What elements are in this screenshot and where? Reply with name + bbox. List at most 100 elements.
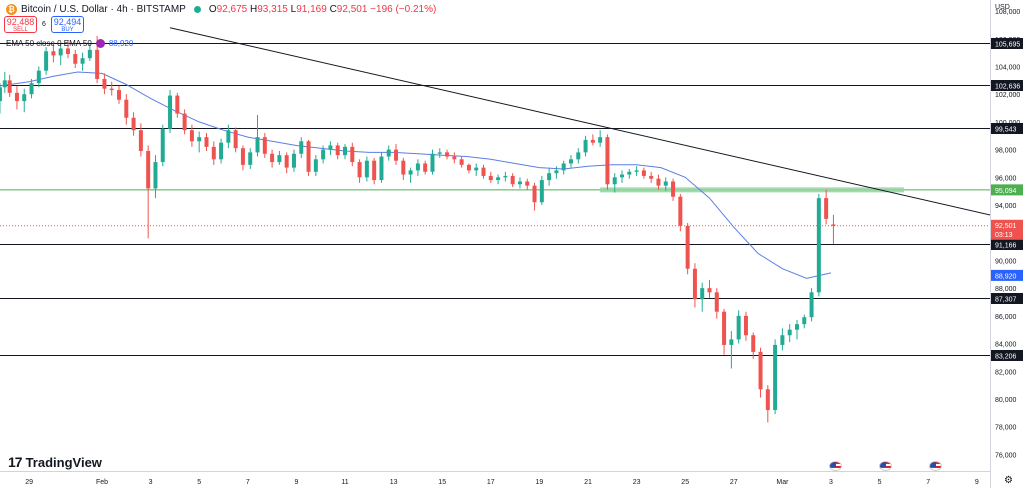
candle[interactable] — [153, 155, 158, 199]
candle[interactable] — [547, 167, 552, 186]
us-event-flag-icon[interactable] — [879, 461, 892, 471]
candle[interactable] — [372, 157, 377, 185]
us-event-flag-icon[interactable] — [829, 461, 842, 471]
candle[interactable] — [729, 331, 734, 369]
buy-button[interactable]: 92,494 BUY — [51, 16, 84, 33]
candle[interactable] — [394, 144, 399, 165]
candle[interactable] — [138, 123, 143, 157]
candle[interactable] — [656, 174, 661, 190]
candle[interactable] — [474, 163, 479, 176]
candle[interactable] — [182, 109, 187, 135]
candle[interactable] — [29, 78, 34, 99]
candle[interactable] — [343, 144, 347, 160]
candle[interactable] — [605, 134, 610, 190]
candle[interactable] — [175, 92, 180, 118]
candle[interactable] — [22, 88, 27, 113]
candle[interactable] — [824, 189, 829, 225]
symbol-title[interactable]: Bitcoin / U.S. Dollar · 4h · BITSTAMP — [21, 3, 186, 15]
candle[interactable] — [233, 127, 238, 153]
candle[interactable] — [2, 72, 7, 93]
candle[interactable] — [335, 142, 340, 160]
candle[interactable] — [226, 124, 231, 149]
candle[interactable] — [211, 141, 216, 165]
candle[interactable] — [525, 178, 530, 190]
gear-icon[interactable]: ⚙ — [1004, 475, 1013, 486]
candle[interactable] — [663, 177, 668, 192]
candle[interactable] — [80, 52, 85, 71]
candle[interactable] — [73, 49, 78, 68]
candle[interactable] — [255, 114, 260, 157]
candle[interactable] — [124, 94, 129, 125]
candle[interactable] — [306, 139, 311, 176]
candle[interactable] — [700, 282, 705, 312]
time-axis[interactable] — [0, 471, 990, 488]
candle[interactable] — [277, 150, 282, 165]
candle[interactable] — [561, 160, 566, 175]
candle[interactable] — [437, 148, 442, 158]
candle[interactable] — [568, 155, 573, 168]
candle[interactable] — [248, 148, 253, 170]
candle[interactable] — [743, 311, 748, 341]
candle[interactable] — [102, 73, 107, 95]
candle[interactable] — [517, 177, 522, 189]
candle[interactable] — [109, 81, 114, 96]
currency-label[interactable]: USD — [995, 4, 1010, 11]
candle[interactable] — [423, 160, 428, 175]
candle[interactable] — [780, 328, 785, 351]
candle[interactable] — [87, 44, 92, 61]
candle[interactable] — [51, 42, 56, 63]
candle[interactable] — [722, 308, 727, 355]
candle[interactable] — [532, 182, 537, 211]
candle[interactable] — [481, 164, 486, 179]
candle[interactable] — [634, 166, 639, 176]
candle[interactable] — [65, 40, 70, 59]
candle[interactable] — [168, 90, 173, 133]
candle[interactable] — [14, 85, 19, 110]
candle[interactable] — [452, 152, 457, 164]
candle[interactable] — [539, 175, 544, 206]
candle[interactable] — [328, 141, 333, 156]
candle[interactable] — [707, 279, 712, 298]
candle[interactable] — [816, 193, 821, 297]
candle[interactable] — [401, 157, 406, 181]
candle[interactable] — [284, 152, 289, 174]
candle[interactable] — [751, 332, 756, 359]
candle[interactable] — [459, 156, 464, 168]
candle[interactable] — [0, 83, 2, 114]
candle[interactable] — [219, 138, 224, 164]
candle[interactable] — [160, 124, 165, 167]
candle[interactable] — [117, 85, 122, 104]
ema-legend[interactable]: EMA 50 close 0 EMA 50 88,920 — [6, 39, 133, 48]
candle[interactable] — [496, 174, 501, 185]
candle[interactable] — [641, 167, 646, 179]
candle[interactable] — [357, 159, 362, 183]
candle[interactable] — [773, 339, 778, 415]
candle[interactable] — [350, 142, 355, 167]
candle[interactable] — [576, 148, 581, 164]
candle[interactable] — [58, 44, 63, 66]
candle[interactable] — [189, 124, 194, 147]
candle[interactable] — [598, 130, 603, 147]
candle[interactable] — [262, 132, 267, 158]
candle[interactable] — [270, 149, 275, 168]
candle[interactable] — [787, 324, 792, 343]
candle[interactable] — [146, 145, 151, 239]
candle[interactable] — [445, 149, 450, 160]
candle[interactable] — [379, 152, 384, 183]
candle[interactable] — [692, 263, 697, 308]
candle[interactable] — [386, 145, 391, 161]
candle[interactable] — [649, 171, 654, 183]
candle[interactable] — [809, 288, 814, 322]
candle[interactable] — [554, 166, 559, 179]
candle[interactable] — [313, 155, 318, 176]
downtrend-line[interactable] — [169, 27, 1024, 237]
candle[interactable] — [415, 159, 420, 176]
candle[interactable] — [204, 132, 209, 151]
candle[interactable] — [466, 163, 471, 174]
candle[interactable] — [678, 193, 683, 232]
candle[interactable] — [590, 134, 595, 146]
candle[interactable] — [671, 178, 676, 201]
candle[interactable] — [430, 149, 435, 175]
candle[interactable] — [240, 145, 245, 171]
us-event-flag-icon[interactable] — [929, 461, 942, 471]
